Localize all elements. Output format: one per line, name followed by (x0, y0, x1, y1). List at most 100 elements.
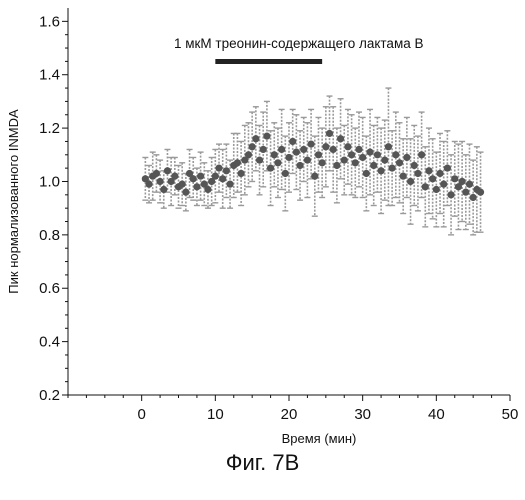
y-tick-label: 0.4 (39, 334, 60, 351)
data-point (381, 157, 388, 164)
data-point (260, 146, 267, 153)
y-tick-label: 0.6 (39, 280, 60, 297)
data-point (429, 175, 436, 182)
data-point (400, 173, 407, 180)
data-point (215, 165, 222, 172)
data-point (245, 151, 252, 158)
data-point (422, 183, 429, 190)
error-bars (142, 88, 483, 235)
data-point (366, 149, 373, 156)
x-tick-label: 30 (354, 406, 371, 423)
data-point (282, 170, 289, 177)
data-point (296, 162, 303, 169)
y-tick-label: 1.6 (39, 13, 60, 30)
x-tick-label: 20 (281, 406, 298, 423)
y-tick-label: 1.0 (39, 173, 60, 190)
data-point (385, 143, 392, 150)
data-point (263, 133, 270, 140)
data-point (274, 159, 281, 166)
data-point (145, 181, 152, 188)
figure-caption: Фиг. 7B (0, 450, 525, 476)
data-point (440, 181, 447, 188)
data-point (396, 159, 403, 166)
data-point (436, 170, 443, 177)
x-ticks: 0 10 20 30 40 50 (68, 395, 518, 423)
data-point (289, 138, 296, 145)
data-point (315, 151, 322, 158)
y-ticks: 0.2 0.4 0.6 0.8 1.0 1.2 1.4 1.6 (39, 13, 68, 404)
data-point (197, 173, 204, 180)
data-point (223, 167, 230, 174)
data-point (285, 154, 292, 161)
treatment-bar (215, 59, 322, 64)
data-point (193, 183, 200, 190)
y-tick-label: 0.2 (39, 387, 60, 404)
data-point (171, 173, 178, 180)
data-point (459, 178, 466, 185)
x-axis-label: Время (мин) (282, 431, 357, 446)
data-point (470, 194, 477, 201)
data-point (341, 157, 348, 164)
data-point (311, 173, 318, 180)
data-point (249, 143, 256, 150)
treatment-annotation: 1 мкМ треонин-содержащего лактама B (174, 36, 424, 51)
data-point (234, 159, 241, 166)
x-tick-label: 50 (502, 406, 519, 423)
data-point (293, 149, 300, 156)
data-point (278, 146, 285, 153)
x-tick-label: 40 (428, 406, 445, 423)
data-point (330, 146, 337, 153)
x-tick-label: 0 (137, 406, 145, 423)
y-tick-label: 1.2 (39, 120, 60, 137)
data-point (407, 178, 414, 185)
data-point (204, 186, 211, 193)
y-tick-label: 0.8 (39, 227, 60, 244)
data-point (462, 189, 469, 196)
data-point (352, 159, 359, 166)
data-point (348, 151, 355, 158)
data-point (344, 143, 351, 150)
data-point (359, 154, 366, 161)
data-point (355, 146, 362, 153)
data-point (326, 130, 333, 137)
data-point (219, 175, 226, 182)
data-point (411, 162, 418, 169)
y-tick-label: 1.4 (39, 67, 60, 84)
data-point (319, 159, 326, 166)
data-point (425, 167, 432, 174)
data-point (308, 141, 315, 148)
data-point (256, 157, 263, 164)
x-tick-label: 10 (207, 406, 224, 423)
data-point (153, 170, 160, 177)
data-point (160, 186, 167, 193)
data-point (374, 151, 381, 158)
data-point (252, 135, 259, 142)
data-point (271, 151, 278, 158)
data-point (212, 173, 219, 180)
data-point (164, 167, 171, 174)
y-axis-label: Пик нормализованного INMDA (6, 109, 21, 294)
data-point (337, 135, 344, 142)
data-point (370, 162, 377, 169)
axes: 0.2 0.4 0.6 0.8 1.0 1.2 1.4 1.6 0 10 20 30 40 50 (39, 8, 518, 423)
data-point (447, 191, 454, 198)
data-point (182, 189, 189, 196)
data-point (333, 162, 340, 169)
data-point (226, 181, 233, 188)
data-point (304, 157, 311, 164)
data-point (238, 170, 245, 177)
data-point (322, 143, 329, 150)
data-point (444, 165, 451, 172)
data-point (300, 146, 307, 153)
data-point (414, 170, 421, 177)
data-point (156, 178, 163, 185)
data-point (392, 151, 399, 158)
data-point (190, 175, 197, 182)
data-point (377, 167, 384, 174)
data-point (466, 181, 473, 188)
data-point (267, 165, 274, 172)
data-point (433, 186, 440, 193)
data-point (179, 181, 186, 188)
data-point (451, 175, 458, 182)
